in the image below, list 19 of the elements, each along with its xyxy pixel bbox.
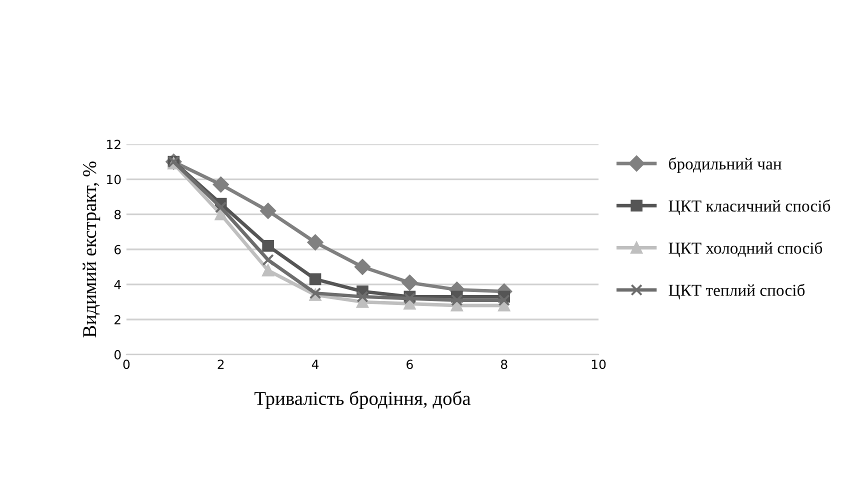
y-axis-title: Видимий екстракт, % <box>82 162 100 338</box>
y-tick-label: 12 <box>107 140 120 150</box>
y-tick-label: 6 <box>114 244 121 254</box>
x-tick-label: 10 <box>592 360 606 370</box>
legend-label: бродильний чан <box>669 157 782 173</box>
y-tick-label: 8 <box>114 210 121 220</box>
legend-label: ЦКТ теплий спосіб <box>668 284 805 300</box>
y-tick-label: 2 <box>114 314 120 324</box>
x-tick-label: 4 <box>312 360 319 369</box>
legend-label: ЦКТ класичний спосіб <box>668 200 830 216</box>
x-tick-label: 2 <box>218 360 224 369</box>
y-tick-label: 4 <box>114 280 121 290</box>
x-tick-label: 0 <box>123 360 130 370</box>
x-axis-title: Тривалість бродіння, доба <box>254 390 471 409</box>
y-tick-label: 10 <box>107 174 121 184</box>
x-tick-label: 6 <box>406 360 413 370</box>
legend-label: ЦКТ холодний спосіб <box>668 242 822 258</box>
y-tick-label: 0 <box>114 350 121 360</box>
x-tick-label: 8 <box>500 360 508 370</box>
